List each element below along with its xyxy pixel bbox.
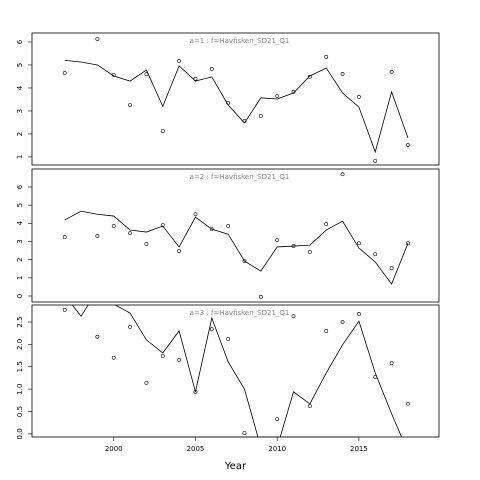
x-axis-label: Year [224, 461, 247, 472]
observation [389, 266, 394, 271]
observation [324, 55, 329, 59]
observation [258, 114, 263, 118]
observation [160, 129, 165, 133]
y-tick-label: 6 [16, 39, 24, 44]
observation [373, 252, 378, 257]
observation [357, 95, 361, 99]
observation [144, 72, 149, 77]
panel-title: a=1 : f=Havfisken_SD21_Q1 [190, 37, 290, 45]
observation [307, 75, 312, 79]
fit-line [71, 305, 403, 437]
observation [307, 404, 312, 409]
plot-area [62, 37, 410, 163]
observation [226, 337, 231, 341]
fit-line [64, 59, 409, 154]
y-tick-label: 1.0 [16, 384, 24, 395]
observation [324, 222, 329, 226]
observation [128, 325, 132, 329]
observation [144, 380, 149, 385]
observation [242, 259, 247, 264]
observation [275, 94, 280, 98]
observation [242, 431, 247, 435]
observation [177, 59, 182, 63]
y-tick-label: 4 [16, 85, 24, 90]
observation [406, 143, 410, 147]
x-tick-label: 2010 [268, 445, 286, 453]
observation [389, 361, 394, 366]
observation [160, 223, 165, 228]
observation [373, 375, 378, 379]
observation [291, 244, 296, 248]
observation [144, 242, 149, 246]
observation [111, 72, 116, 77]
observation [209, 66, 214, 71]
x-tick-label: 2015 [350, 445, 368, 453]
y-tick-label: 2.0 [16, 339, 24, 350]
y-tick-label: 1 [16, 155, 24, 159]
observation [111, 355, 116, 360]
observation [62, 308, 67, 312]
observation [193, 212, 198, 217]
y-tick-label: 1.5 [16, 361, 24, 372]
observation [389, 69, 394, 74]
observation [324, 329, 329, 333]
y-tick-label: 0.5 [16, 406, 24, 417]
observation [291, 314, 296, 319]
plot-area [62, 305, 410, 437]
observation [209, 327, 214, 332]
plot-frame [31, 304, 440, 438]
observation [340, 172, 345, 177]
x-tick-label: 2005 [187, 445, 205, 453]
y-tick-label: 6 [16, 184, 24, 189]
observation [226, 224, 231, 228]
observation [177, 358, 182, 362]
observation [62, 71, 67, 75]
observation [226, 101, 231, 105]
y-tick-label: 2 [16, 257, 24, 261]
observation [275, 238, 280, 242]
y-tick-label: 4 [16, 221, 24, 226]
observation [357, 241, 361, 246]
observation [357, 312, 361, 316]
observation [291, 89, 296, 94]
observation [275, 417, 280, 422]
y-tick-label: 2.5 [16, 316, 24, 327]
plot-area [62, 172, 410, 299]
observation [242, 118, 247, 123]
observation [177, 249, 182, 254]
y-tick-label: 3 [16, 239, 24, 243]
y-tick-label: 1 [16, 276, 24, 280]
y-tick-label: 0 [16, 294, 24, 298]
y-tick-label: 5 [16, 203, 24, 207]
observation [128, 231, 132, 236]
observation [160, 354, 165, 358]
observation [128, 103, 132, 107]
y-tick-label: 3 [16, 109, 24, 113]
panel-title: a=3 : f=Havfisken_SD21_Q1 [190, 309, 290, 317]
observation [307, 250, 312, 254]
observation [62, 235, 67, 240]
observation [193, 389, 198, 394]
plot-frame [31, 168, 440, 303]
plot-frame [31, 32, 440, 166]
observation [406, 241, 410, 246]
observation [258, 295, 263, 299]
observation [340, 320, 345, 324]
y-tick-label: 5 [16, 63, 24, 67]
fit-line [64, 210, 409, 285]
observation [95, 334, 100, 339]
observation [406, 401, 410, 406]
observation [373, 158, 378, 163]
observation [95, 37, 100, 41]
observation [111, 224, 116, 228]
observation [95, 234, 100, 238]
panel-title: a=2 : f=Havfisken_SD21_Q1 [190, 173, 290, 181]
y-tick-label: 0.0 [16, 428, 24, 439]
observation [340, 72, 345, 76]
x-tick-label: 2000 [105, 445, 123, 453]
y-tick-label: 2 [16, 132, 24, 136]
observation [209, 227, 214, 232]
observation [193, 76, 198, 81]
